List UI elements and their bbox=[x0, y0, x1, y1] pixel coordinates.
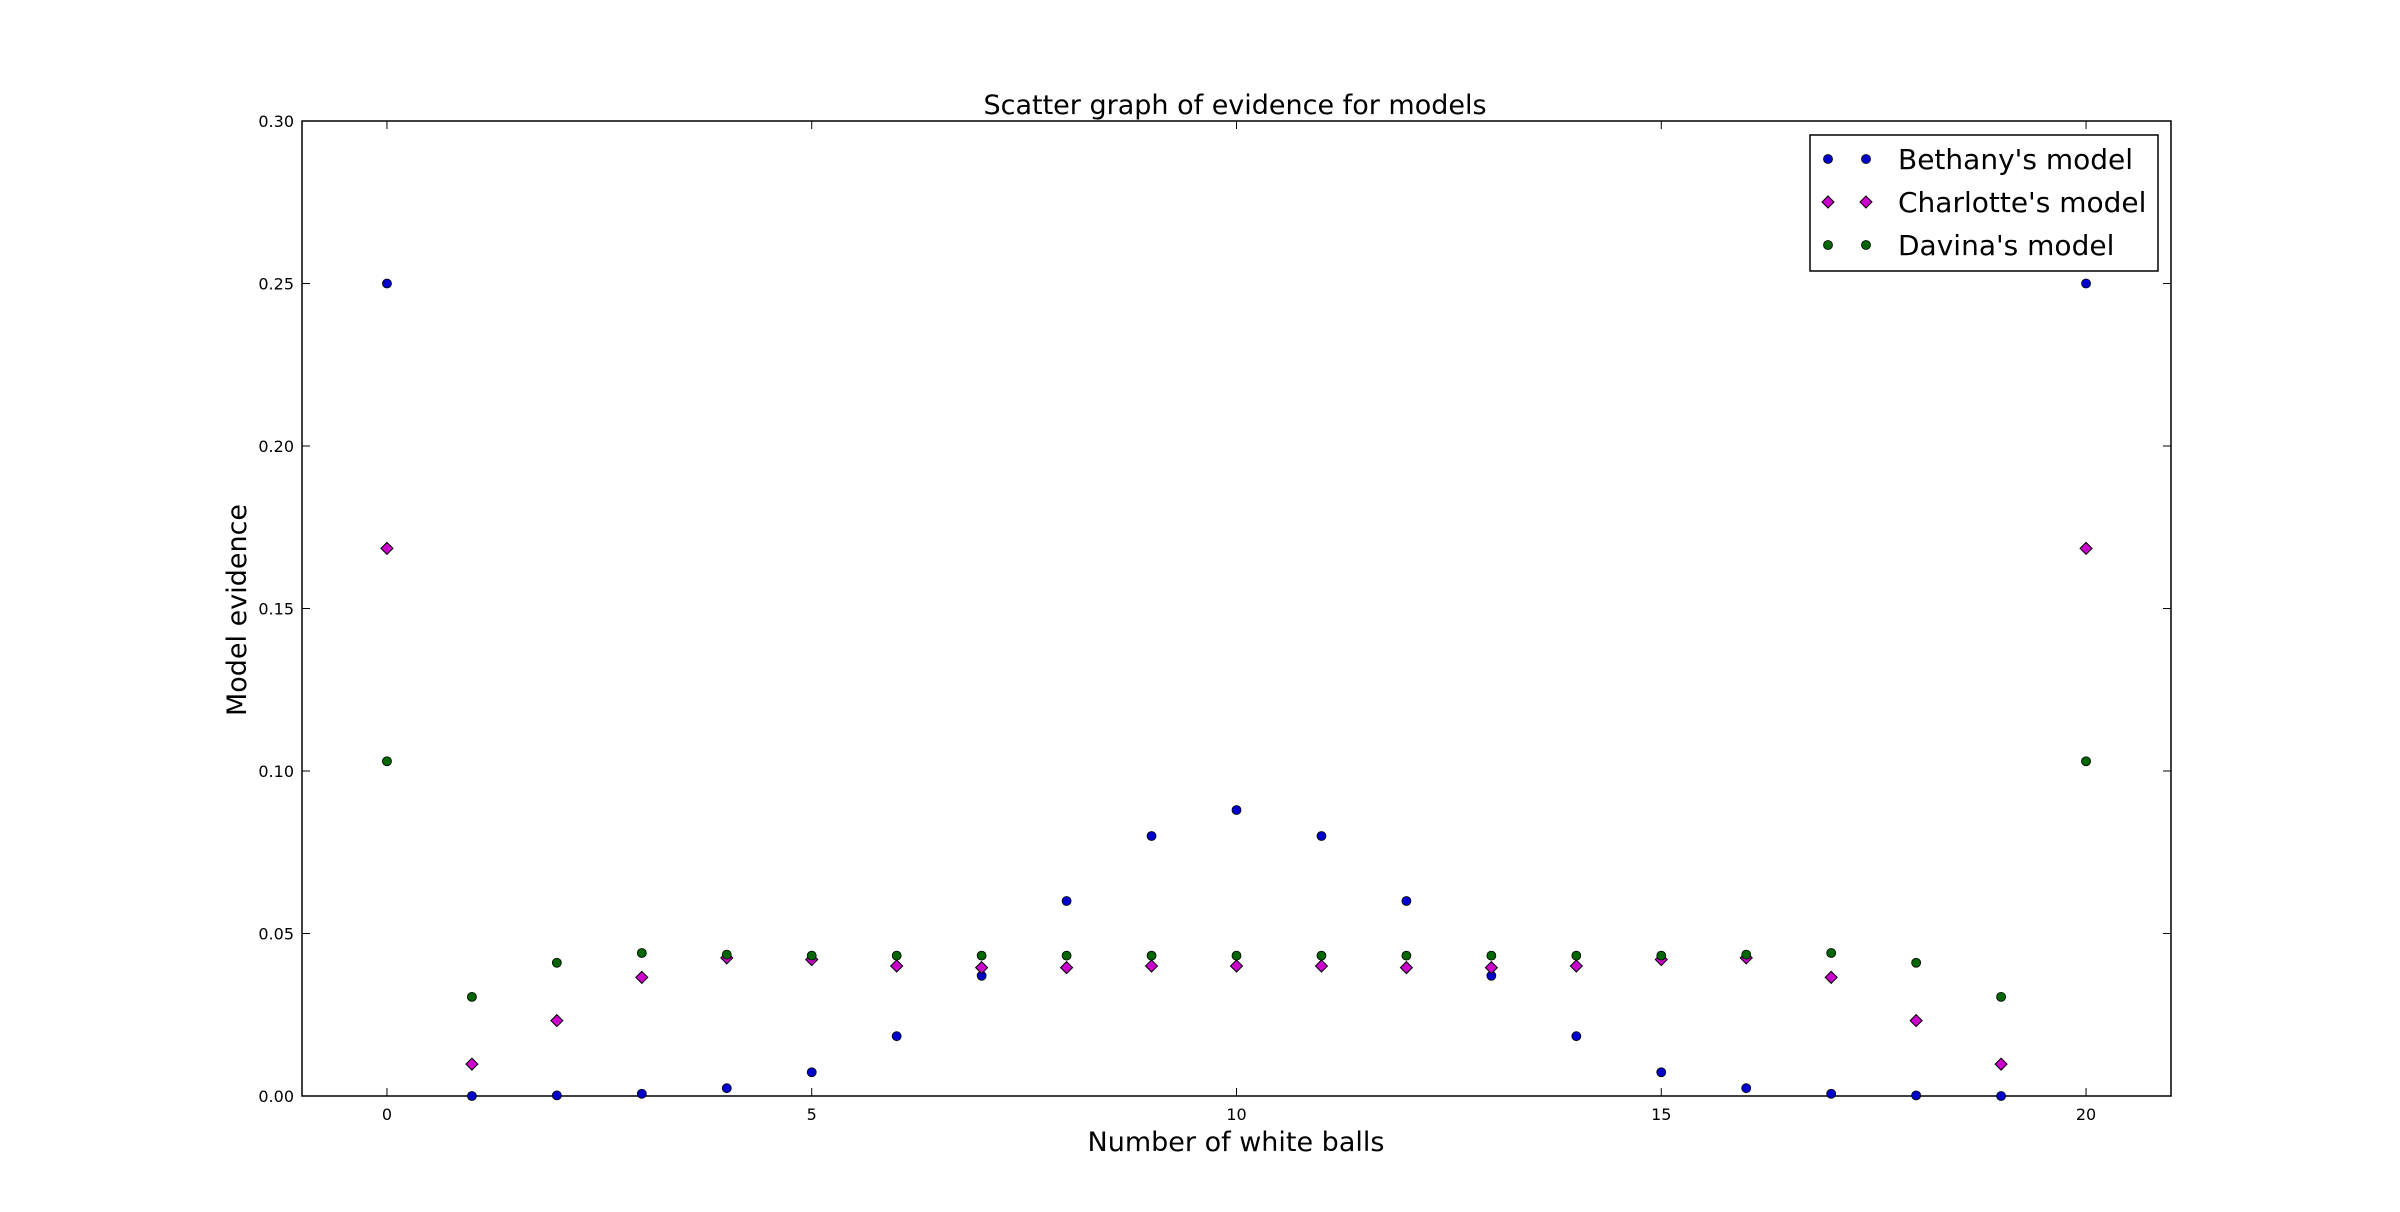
y-axis-label: Model evidence bbox=[222, 504, 253, 716]
legend-entries: Bethany's model Charlotte's model Davina's… bbox=[1821, 143, 2146, 262]
legend-entry: Charlotte's model bbox=[1821, 186, 2146, 219]
y-tick-label: 0.15 bbox=[258, 600, 294, 619]
x-tick-label: 15 bbox=[1651, 1105, 1671, 1124]
data-point bbox=[1826, 1088, 1837, 1099]
y-axis-ticks: 0.00 0.05 0.10 0.15 0.20 0.25 0.30 bbox=[258, 112, 2171, 1106]
data-point bbox=[1996, 991, 2006, 1002]
data-point bbox=[806, 1067, 817, 1078]
data-point bbox=[1486, 950, 1497, 961]
legend-marker bbox=[1821, 195, 1835, 209]
data-point bbox=[976, 950, 987, 961]
data-point bbox=[1656, 950, 1667, 961]
data-point bbox=[1569, 959, 1584, 973]
data-point bbox=[467, 991, 477, 1002]
legend-label: Bethany's model bbox=[1898, 143, 2133, 176]
data-point bbox=[1824, 970, 1838, 985]
data-point bbox=[551, 957, 562, 968]
data-point bbox=[1146, 950, 1157, 961]
data-point bbox=[465, 1057, 479, 1071]
data-point bbox=[1996, 1091, 2006, 1101]
data-point bbox=[1146, 831, 1157, 841]
data-point bbox=[1144, 959, 1159, 973]
data-point bbox=[1484, 960, 1499, 975]
data-point bbox=[380, 541, 394, 556]
data-point bbox=[636, 1088, 647, 1099]
legend: Bethany's model Charlotte's model Davina's… bbox=[1809, 134, 2159, 272]
data-point bbox=[889, 959, 904, 973]
plot-frame bbox=[301, 120, 2172, 1097]
data-point bbox=[1316, 950, 1327, 961]
data-point bbox=[382, 756, 392, 767]
data-point bbox=[635, 970, 649, 985]
x-tick-label: 10 bbox=[1226, 1105, 1246, 1124]
data-point bbox=[467, 1091, 477, 1101]
data-point bbox=[1314, 959, 1329, 973]
legend-marker bbox=[1861, 240, 1871, 250]
series-3 bbox=[382, 756, 2091, 1002]
data-point bbox=[1316, 831, 1327, 841]
data-point bbox=[1571, 1031, 1582, 1042]
legend-marker bbox=[1859, 195, 1873, 209]
data-point bbox=[1401, 896, 1412, 906]
legend-marker bbox=[1823, 240, 1833, 250]
data-point bbox=[1571, 950, 1582, 961]
data-point bbox=[1229, 959, 1244, 973]
data-point bbox=[891, 950, 902, 961]
data-point bbox=[1061, 896, 1072, 906]
y-tick-label: 0.00 bbox=[258, 1087, 294, 1106]
data-point bbox=[382, 278, 392, 289]
data-point bbox=[1399, 960, 1414, 975]
data-point bbox=[551, 1090, 562, 1101]
x-axis-label: Number of white balls bbox=[1088, 1127, 1385, 1158]
series-1 bbox=[382, 278, 2091, 1101]
data-point bbox=[1909, 1013, 1923, 1028]
y-tick-label: 0.30 bbox=[258, 112, 294, 131]
chart-title: Scatter graph of evidence for models bbox=[983, 90, 1486, 121]
data-point bbox=[1994, 1057, 2008, 1071]
data-point bbox=[1061, 950, 1072, 961]
data-point bbox=[1231, 950, 1242, 961]
data-point bbox=[974, 960, 989, 975]
data-point bbox=[1911, 1090, 1922, 1101]
legend-entry: Davina's model bbox=[1823, 229, 2114, 262]
y-tick-label: 0.10 bbox=[258, 762, 294, 781]
x-tick-label: 5 bbox=[807, 1105, 817, 1124]
data-point bbox=[1741, 1083, 1752, 1094]
y-tick-label: 0.20 bbox=[258, 437, 294, 456]
data-point bbox=[2081, 756, 2091, 767]
legend-marker bbox=[1823, 154, 1833, 164]
legend-entry: Bethany's model bbox=[1823, 143, 2133, 176]
data-point bbox=[2079, 541, 2093, 556]
data-point bbox=[636, 948, 647, 958]
data-point bbox=[891, 1031, 902, 1042]
data-point bbox=[1826, 948, 1837, 958]
y-tick-label: 0.25 bbox=[258, 275, 294, 294]
legend-label: Davina's model bbox=[1898, 229, 2114, 262]
y-tick-label: 0.05 bbox=[258, 925, 294, 944]
data-point bbox=[721, 949, 732, 960]
legend-label: Charlotte's model bbox=[1898, 186, 2146, 219]
x-axis-ticks: 0 5 10 15 20 bbox=[382, 121, 2096, 1124]
data-point bbox=[721, 1083, 732, 1094]
x-tick-label: 0 bbox=[382, 1105, 392, 1124]
data-point bbox=[1911, 957, 1922, 968]
data-point bbox=[1401, 950, 1412, 961]
data-point bbox=[1741, 949, 1752, 960]
plot-area: 0 5 10 15 20 0.00 0.05 0.10 0.15 0.20 0.25 0.30 bbox=[258, 112, 2172, 1124]
data-markers bbox=[380, 278, 2093, 1101]
x-tick-label: 20 bbox=[2076, 1105, 2096, 1124]
data-point bbox=[2081, 278, 2091, 289]
data-point bbox=[806, 950, 817, 961]
data-point bbox=[1059, 960, 1074, 975]
legend-marker bbox=[1861, 154, 1871, 164]
data-point bbox=[550, 1013, 564, 1028]
data-point bbox=[1656, 1067, 1667, 1078]
data-point bbox=[1231, 805, 1242, 815]
